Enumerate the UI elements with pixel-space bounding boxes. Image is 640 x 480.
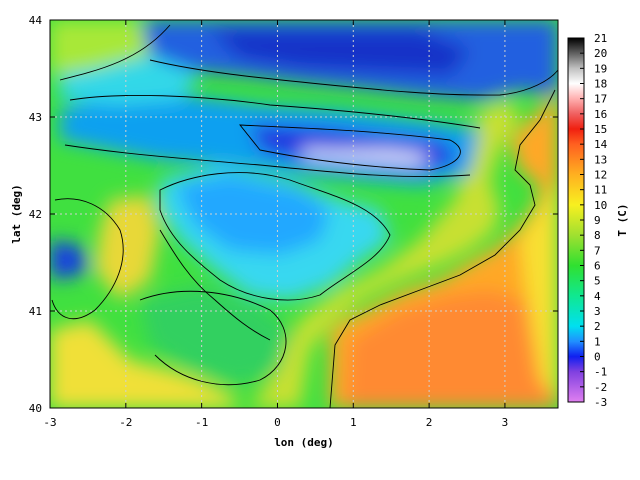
pyrenees-peak xyxy=(300,148,430,165)
colorbar-tick-label: 20 xyxy=(594,47,607,60)
pyrenees-contour-a xyxy=(69,94,481,129)
colorbar-tick-label: 16 xyxy=(594,108,607,121)
colorbar-tick-label: 10 xyxy=(594,199,607,212)
sea-core xyxy=(345,290,558,408)
contour-lines xyxy=(51,24,558,408)
x-tick-label: -3 xyxy=(43,416,56,429)
ebro-contour xyxy=(159,172,391,301)
north-contour xyxy=(149,59,558,96)
north-deep-blue xyxy=(210,30,470,75)
x-tick-label: 3 xyxy=(502,416,509,429)
x-tick-label: 2 xyxy=(426,416,433,429)
inner-west-contour xyxy=(159,229,271,341)
x-tick-label: -1 xyxy=(195,416,208,429)
pyrenees-contour-c xyxy=(239,124,461,171)
colorbar-tick-label: 3 xyxy=(594,305,601,318)
colorbar-title: T (C) xyxy=(616,203,629,236)
colorbar-tick-label: 12 xyxy=(594,169,607,182)
pyrenees-contour-b xyxy=(64,144,471,178)
y-axis: 40 41 42 43 44 xyxy=(29,14,558,415)
northwest-contour xyxy=(59,24,171,81)
colorbar-tick-label: 13 xyxy=(594,153,607,166)
plot-area xyxy=(50,20,558,408)
colorbar-tick-label: 21 xyxy=(594,32,607,45)
colorbar-tick-label: 15 xyxy=(594,123,607,136)
colorbar-tick-label: 1 xyxy=(594,335,601,348)
colorbar-tick-label: 7 xyxy=(594,244,601,257)
west-blue-patch xyxy=(50,240,90,280)
colorbar-tick-label: 9 xyxy=(594,214,601,227)
west-yellow-band xyxy=(95,195,160,300)
colorbar-tick-label: 8 xyxy=(594,229,601,242)
y-tick-label: 42 xyxy=(29,208,42,221)
southwest-warm-region xyxy=(50,320,240,408)
colorbar-tick-label: 6 xyxy=(594,260,601,273)
northwest-corner xyxy=(50,20,150,75)
x-axis: -3 -2 -1 0 1 2 3 xyxy=(43,20,508,429)
colorbar-tick-label: 17 xyxy=(594,93,607,106)
x-tick-label: 0 xyxy=(274,416,281,429)
west-contour xyxy=(51,198,124,320)
x-axis-title: lon (deg) xyxy=(274,436,334,449)
sea-yellow-east xyxy=(520,180,558,400)
y-axis-title: lat (deg) xyxy=(10,184,23,244)
colorbar-tick-label: 18 xyxy=(594,78,607,91)
colorbar-tick-label: 19 xyxy=(594,62,607,75)
south-green-belt xyxy=(140,285,290,385)
colorbar-tick-label: -1 xyxy=(594,366,607,379)
colorbar-tick-label: 11 xyxy=(594,184,607,197)
colorbar-tick-label: 5 xyxy=(594,275,601,288)
colorbar-tick-label: 4 xyxy=(594,290,601,303)
colorbar-tick-label: 0 xyxy=(594,351,601,364)
y-tick-label: 43 xyxy=(29,111,42,124)
y-tick-label: 40 xyxy=(29,402,42,415)
y-tick-label: 41 xyxy=(29,305,42,318)
colorbar-tick-label: 2 xyxy=(594,320,601,333)
south-contour xyxy=(139,290,287,386)
colorbar-tick-label: -3 xyxy=(594,396,607,409)
colorbar-tick-label: 14 xyxy=(594,138,608,151)
x-tick-label: 1 xyxy=(350,416,357,429)
coastline-contour xyxy=(329,89,556,408)
x-tick-label: -2 xyxy=(119,416,132,429)
colorbar-tick-label: -2 xyxy=(594,381,607,394)
coastal-band xyxy=(250,100,520,408)
ebro-core xyxy=(175,175,330,255)
y-tick-label: 44 xyxy=(29,14,43,27)
